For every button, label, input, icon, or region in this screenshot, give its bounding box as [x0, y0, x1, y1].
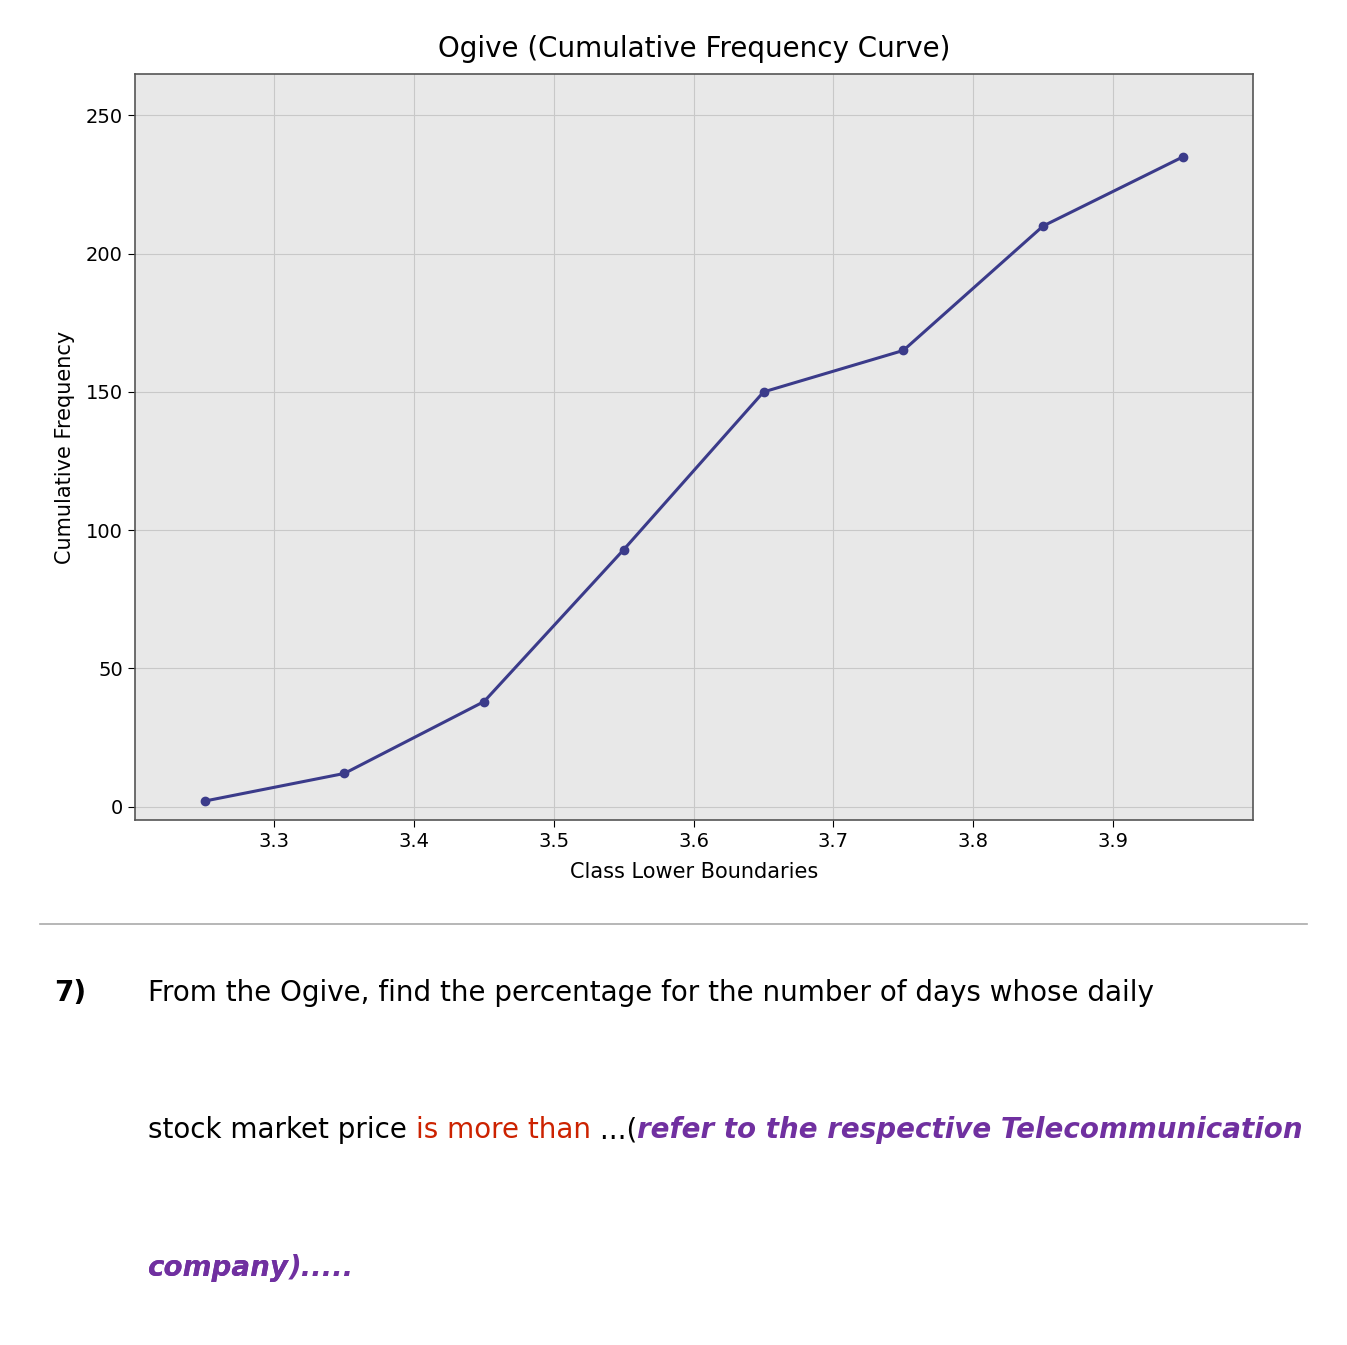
Text: company: company: [148, 1254, 290, 1282]
X-axis label: Class Lower Boundaries: Class Lower Boundaries: [570, 862, 818, 882]
Y-axis label: Cumulative Frequency: Cumulative Frequency: [55, 331, 74, 564]
Text: ...(: ...(: [591, 1116, 637, 1145]
Text: From the Ogive, find the percentage for the number of days whose daily: From the Ogive, find the percentage for …: [148, 979, 1154, 1007]
Text: is more than: is more than: [416, 1116, 591, 1145]
Text: stock market price: stock market price: [148, 1116, 416, 1145]
Text: company: company: [148, 1254, 290, 1282]
Title: Ogive (Cumulative Frequency Curve): Ogive (Cumulative Frequency Curve): [438, 35, 950, 63]
Text: refer to the respective Telecommunication: refer to the respective Telecommunicatio…: [637, 1116, 1303, 1145]
Text: ).....: ).....: [290, 1254, 354, 1282]
Text: 7): 7): [54, 979, 86, 1007]
